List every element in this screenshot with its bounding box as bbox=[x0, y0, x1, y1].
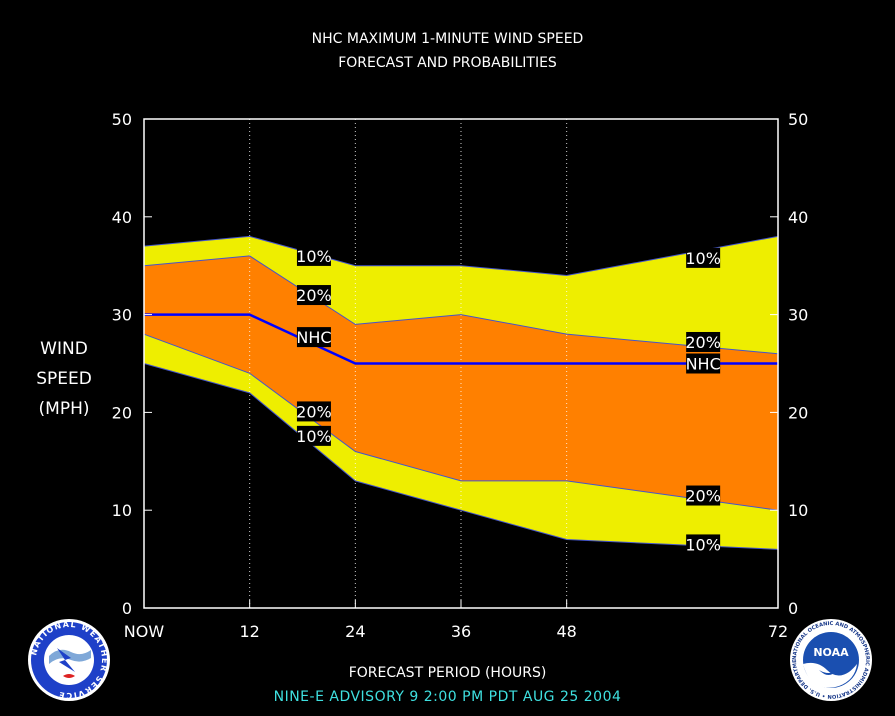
x-tick-label: 24 bbox=[345, 622, 365, 641]
series-label-bg bbox=[296, 425, 331, 446]
series-label-bg bbox=[686, 247, 721, 268]
x-tick-label: 12 bbox=[239, 622, 259, 641]
series-line-10pct-upper bbox=[143, 235, 779, 276]
series-label: 20% bbox=[685, 487, 721, 506]
nws-logo-icon: NATIONAL WEATHER SERVICE bbox=[28, 619, 110, 701]
series-label: 20% bbox=[685, 333, 721, 352]
series-label-bg bbox=[296, 245, 331, 266]
noaa-logo-icon: NATIONAL OCEANIC AND ATMOSPHERIC ADMINIS… bbox=[789, 618, 872, 701]
y-tick-label-right: 0 bbox=[788, 599, 798, 618]
chart-subtitle: FORECAST AND PROBABILITIES bbox=[338, 55, 557, 71]
y-tick-label-right: 10 bbox=[788, 501, 808, 520]
series-line-10pct-lower bbox=[143, 363, 779, 550]
advisory-footer: NINE-E ADVISORY 9 2:00 PM PDT AUG 25 200… bbox=[273, 689, 622, 705]
series-label-bg bbox=[686, 331, 721, 352]
series-label-bg bbox=[296, 401, 331, 422]
series-line-20pct-lower bbox=[143, 333, 779, 511]
series-label-bg bbox=[296, 285, 331, 306]
y-tick-label-right: 30 bbox=[788, 306, 808, 325]
series-label: 20% bbox=[296, 286, 332, 305]
series-label-bg bbox=[296, 327, 331, 348]
series-label: 20% bbox=[296, 402, 332, 421]
series-label: 10% bbox=[296, 247, 332, 266]
x-axis-label: FORECAST PERIOD (HOURS) bbox=[348, 665, 547, 681]
noaa-logo-text: NOAA bbox=[813, 646, 849, 659]
y-tick-label-left: 40 bbox=[112, 208, 132, 227]
x-tick-label: 72 bbox=[768, 622, 788, 641]
y-axis-label-line1: WIND bbox=[40, 339, 88, 359]
y-axis-label-line3: (MPH) bbox=[38, 399, 90, 419]
series-label: 10% bbox=[685, 535, 721, 554]
y-tick-label-right: 50 bbox=[788, 110, 808, 129]
y-tick-label-left: 20 bbox=[112, 403, 132, 422]
series-line-nhc bbox=[144, 313, 778, 365]
y-tick-label-left: 30 bbox=[112, 306, 132, 325]
series-label-bg bbox=[686, 534, 721, 555]
x-tick-label: NOW bbox=[124, 622, 165, 641]
series-label: 10% bbox=[296, 427, 332, 446]
series-label: NHC bbox=[686, 355, 721, 374]
y-tick-label-right: 40 bbox=[788, 208, 808, 227]
series-label: 10% bbox=[685, 249, 721, 268]
series-label: NHC bbox=[296, 328, 331, 347]
y-tick-label-right: 20 bbox=[788, 403, 808, 422]
x-tick-label: 36 bbox=[451, 622, 471, 641]
y-axis-label-line2: SPEED bbox=[36, 369, 92, 389]
series-label-bg bbox=[686, 353, 721, 374]
x-tick-label: 48 bbox=[556, 622, 576, 641]
y-tick-label-left: 0 bbox=[122, 599, 132, 618]
y-tick-label-left: 50 bbox=[112, 110, 132, 129]
series-label-bg bbox=[686, 485, 721, 506]
chart-title: NHC MAXIMUM 1-MINUTE WIND SPEED bbox=[311, 31, 584, 47]
series-line-20pct-upper bbox=[143, 255, 779, 355]
y-tick-label-left: 10 bbox=[112, 501, 132, 520]
